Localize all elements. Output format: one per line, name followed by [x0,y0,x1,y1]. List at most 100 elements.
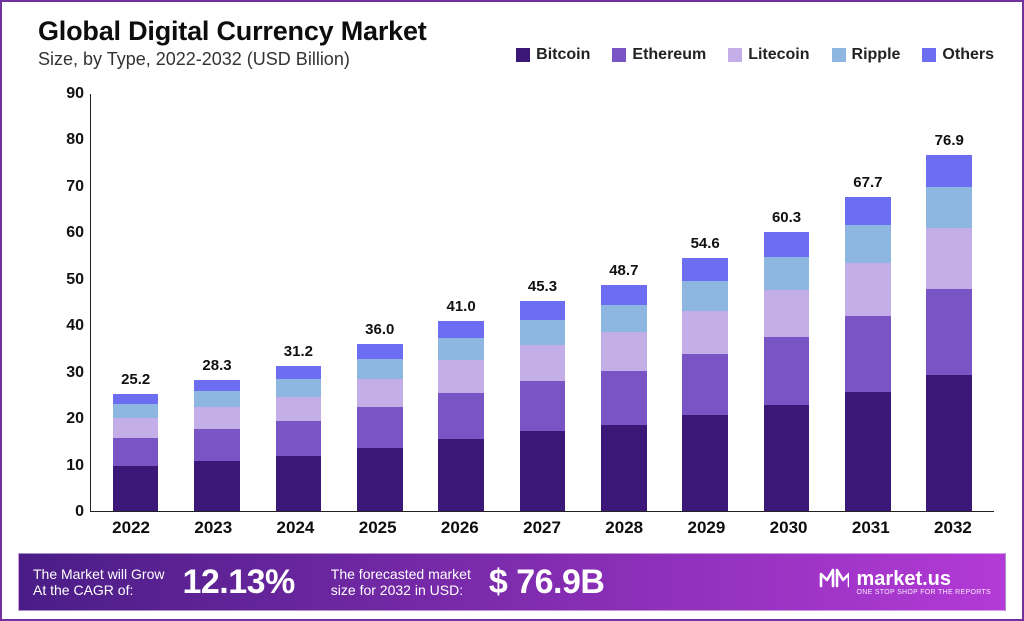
bar-segment [764,337,810,405]
stacked-bar [682,258,728,511]
bar-segment [194,380,240,392]
x-tick-label: 2028 [583,518,665,544]
forecast-line1: The forecasted market [331,566,471,582]
legend-swatch [832,48,846,62]
legend-label: Litecoin [748,46,809,64]
bar-total-label: 31.2 [284,343,313,360]
bar-segment [276,456,322,511]
y-tick-label: 20 [50,410,84,428]
bar-segment [601,305,647,332]
bar-slot: 36.0 [339,94,420,511]
x-tick-label: 2025 [337,518,419,544]
brand-name: market.us [857,569,991,589]
bar-total-label: 48.7 [609,262,638,279]
y-tick-label: 70 [50,178,84,196]
bar-slot: 54.6 [665,94,746,511]
bar-segment [845,392,891,511]
bar-segment [926,228,972,289]
bar-slot: 28.3 [176,94,257,511]
bar-segment [357,379,403,407]
forecast-label: The forecasted market size for 2032 in U… [331,566,471,598]
bar-segment [276,421,322,456]
bar-segment [520,301,566,320]
bar-segment [845,316,891,392]
bar-segment [764,232,810,257]
bar-segment [113,394,159,404]
header-row: Global Digital Currency Market Size, by … [20,16,1004,70]
legend-swatch [728,48,742,62]
bar-slot: 31.2 [258,94,339,511]
bar-segment [438,393,484,439]
y-tick-label: 60 [50,224,84,242]
bar-segment [601,285,647,305]
x-tick-label: 2026 [419,518,501,544]
bar-segment [276,366,322,379]
brand-tagline: ONE STOP SHOP FOR THE REPORTS [857,589,991,596]
stacked-bar [194,380,240,511]
cagr-value: 12.13% [182,563,294,602]
stacked-bar [276,366,322,511]
bar-total-label: 67.7 [853,174,882,191]
x-tick-label: 2024 [254,518,336,544]
legend-label: Others [942,46,994,64]
bar-slot: 48.7 [583,94,664,511]
stacked-bar [926,155,972,511]
bar-segment [682,415,728,511]
bar-total-label: 36.0 [365,321,394,338]
cagr-label: The Market will Grow At the CAGR of: [33,566,164,598]
bar-segment [682,354,728,415]
bar-segment [194,429,240,461]
bar-segment [357,407,403,447]
forecast-line2: size for 2032 in USD: [331,582,471,598]
bars-container: 25.228.331.236.041.045.348.754.660.367.7… [90,94,994,512]
y-tick-label: 0 [50,503,84,521]
bar-slot: 76.9 [909,94,990,511]
bar-total-label: 76.9 [935,132,964,149]
forecast-value: $ 76.9B [489,563,605,602]
bar-segment [845,197,891,225]
bar-segment [357,448,403,511]
bar-segment [194,461,240,511]
bar-segment [520,345,566,381]
legend-item: Others [922,46,994,64]
bar-segment [113,438,159,466]
x-axis-labels: 2022202320242025202620272028202920302031… [90,518,994,544]
plot-area: 25.228.331.236.041.045.348.754.660.367.7… [90,94,994,512]
stacked-bar [438,321,484,511]
bar-segment [764,290,810,337]
bar-segment [926,187,972,229]
stacked-bar [601,285,647,511]
y-tick-label: 10 [50,457,84,475]
brand-block: market.us ONE STOP SHOP FOR THE REPORTS [819,566,991,598]
legend-item: Bitcoin [516,46,590,64]
legend-item: Ethereum [612,46,706,64]
bar-segment [520,431,566,511]
bar-segment [845,225,891,263]
brand-text: market.us ONE STOP SHOP FOR THE REPORTS [857,569,991,596]
bar-total-label: 54.6 [691,235,720,252]
stacked-bar [520,301,566,511]
cagr-line2: At the CAGR of: [33,582,164,598]
bar-segment [926,375,972,511]
stacked-bar [357,344,403,511]
x-tick-label: 2031 [830,518,912,544]
bar-segment [601,371,647,425]
x-tick-label: 2022 [90,518,172,544]
bar-slot: 45.3 [502,94,583,511]
bar-total-label: 45.3 [528,278,557,295]
bar-total-label: 28.3 [202,357,231,374]
bar-segment [764,257,810,290]
legend-item: Ripple [832,46,901,64]
title-block: Global Digital Currency Market Size, by … [38,16,427,70]
chart-subtitle: Size, by Type, 2022-2032 (USD Billion) [38,49,427,70]
stacked-bar [113,394,159,511]
stacked-bar [764,232,810,511]
bar-segment [926,289,972,375]
x-tick-label: 2027 [501,518,583,544]
y-tick-label: 90 [50,85,84,103]
bar-segment [520,320,566,345]
bar-segment [601,332,647,370]
bar-segment [682,311,728,354]
footer-banner: The Market will Grow At the CAGR of: 12.… [18,553,1006,611]
bar-segment [276,397,322,422]
